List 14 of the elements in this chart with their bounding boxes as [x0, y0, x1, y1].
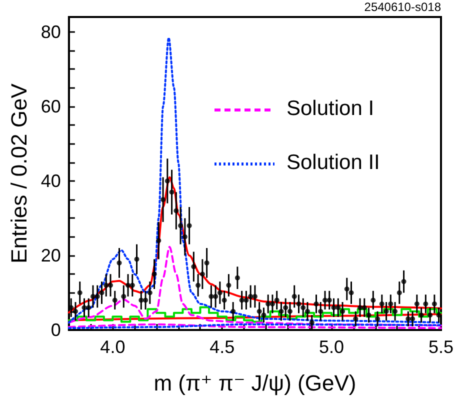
x-axis-title: m (π⁺ π⁻ J/ψ) (GeV) — [154, 370, 356, 396]
y-axis-title: Entries / 0.02 GeV — [6, 83, 32, 264]
y-tick-label: 0 — [50, 320, 61, 340]
x-tick-label: 5.5 — [428, 337, 454, 357]
y-tick-label: 60 — [40, 96, 61, 116]
y-tick-label: 20 — [40, 245, 61, 266]
x-tick-label: 4.5 — [210, 337, 235, 357]
y-tick-label: 40 — [40, 170, 61, 191]
legend-label: Solution II — [286, 151, 380, 174]
x-tick-label: 5.0 — [319, 337, 344, 357]
text: 2540610-s018 — [364, 0, 442, 14]
legend-label: Solution I — [286, 97, 374, 120]
x-tick-label: 4.0 — [100, 337, 126, 357]
y-tick-label: 80 — [40, 22, 61, 42]
